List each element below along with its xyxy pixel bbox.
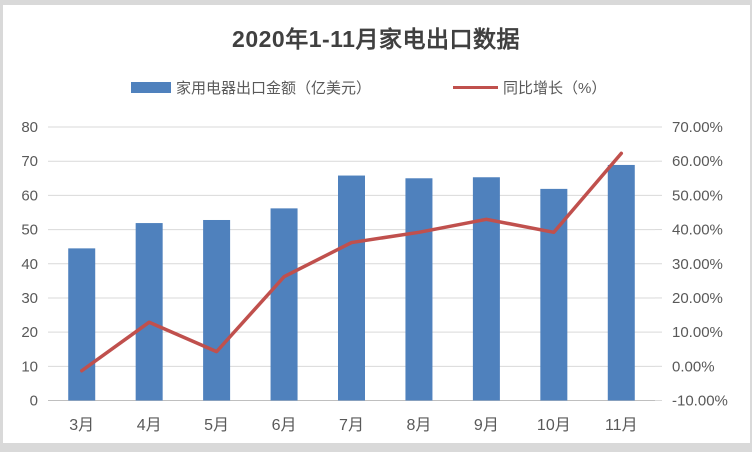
bar-series-swatch-icon: [131, 81, 171, 93]
left-axis-tick-label: 20: [21, 324, 38, 341]
yoy-growth-line: [79, 151, 624, 373]
legend-label-export-value: 家用电器出口金额（亿美元）: [176, 79, 372, 97]
bar-8月: [405, 178, 433, 401]
chart-title: 2020年1-11月家电出口数据: [232, 26, 520, 52]
right-axis-tick-label: 30.00%: [672, 256, 723, 273]
legend-item-export-value: 家用电器出口金额（亿美元）: [131, 76, 371, 98]
right-axis-tick-label: 10.00%: [672, 324, 723, 341]
bar-3月: [68, 248, 96, 401]
x-axis-category-label: 10月: [537, 417, 571, 434]
x-axis-category-label: 7月: [339, 417, 364, 434]
legend-item-yoy-growth: 同比增长（%）: [453, 76, 606, 98]
bar-6月: [270, 208, 298, 401]
line-series-swatch-icon: [453, 85, 498, 89]
x-axis-category-label: 8月: [406, 417, 431, 434]
x-axis-category-label: 11月: [605, 417, 638, 434]
bar-4月: [135, 223, 163, 401]
legend: 家用电器出口金额（亿美元） 同比增长（%）: [0, 76, 752, 98]
left-axis-tick-label: 80: [21, 119, 38, 136]
left-axis-tick-label: 10: [21, 358, 38, 375]
x-axis-category-label: 4月: [137, 417, 162, 434]
bar-9月: [472, 177, 500, 401]
right-axis-tick-label: 20.00%: [672, 290, 723, 307]
right-axis-tick-label: 40.00%: [672, 222, 723, 239]
left-axis-tick-label: 60: [21, 187, 38, 204]
left-axis-tick-label: 0: [30, 393, 38, 410]
left-axis-tick-label: 50: [21, 222, 38, 239]
x-axis-category-label: 6月: [272, 417, 297, 434]
x-axis-category-label: 9月: [474, 417, 499, 434]
left-axis-tick-label: 70: [21, 153, 38, 170]
x-axis-category-label: 3月: [69, 417, 94, 434]
x-axis-category-label: 5月: [204, 417, 229, 434]
legend-label-yoy-growth: 同比增长（%）: [503, 79, 607, 97]
left-axis-tick-label: 30: [21, 290, 38, 307]
right-axis-tick-label: 60.00%: [672, 153, 723, 170]
bar-11月: [607, 164, 635, 401]
right-axis-tick-label: -10.00%: [672, 393, 728, 410]
right-axis-tick-label: 50.00%: [672, 187, 723, 204]
right-axis-tick-label: 0.00%: [672, 358, 715, 375]
right-axis-tick-label: 70.00%: [672, 119, 723, 136]
bar-7月: [338, 175, 365, 401]
left-axis-tick-label: 40: [21, 256, 38, 273]
bar-5月: [203, 219, 231, 401]
